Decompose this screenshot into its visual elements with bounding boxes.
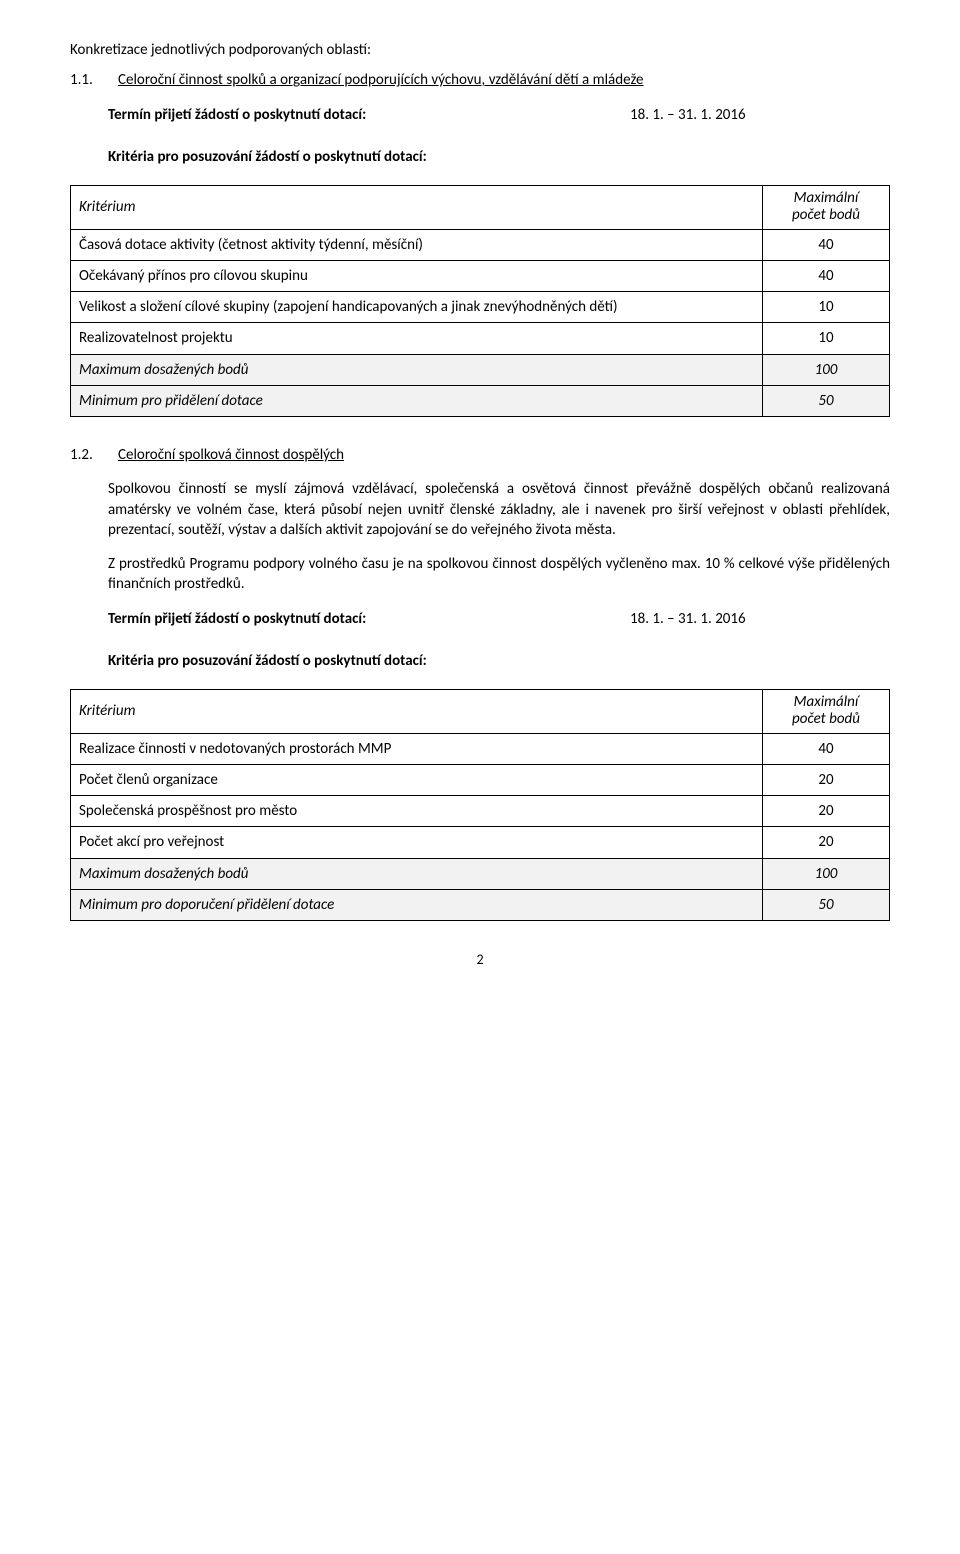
table-row: Časová dotace aktivity (četnost aktivity… <box>71 229 890 260</box>
criterion-points: 10 <box>763 292 890 323</box>
criterion-points: 20 <box>763 827 890 858</box>
min-label: Minimum pro doporučení přidělení dotace <box>71 889 763 920</box>
max-label: Maximum dosažených bodů <box>71 858 763 889</box>
criterion-points: 40 <box>763 229 890 260</box>
criteria-header-2: Kritéria pro posuzování žádostí o poskyt… <box>108 651 890 671</box>
table-head-points: Maximální počet bodů <box>763 690 890 734</box>
criterion-label: Realizovatelnost projektu <box>71 323 763 354</box>
criterion-label: Velikost a složení cílové skupiny (zapoj… <box>71 292 763 323</box>
table-head-criterion: Kritérium <box>71 186 763 230</box>
table-min-row: Minimum pro přidělení dotace 50 <box>71 385 890 416</box>
section-1-1-heading: 1.1. Celoroční činnost spolků a organiza… <box>70 70 890 90</box>
term-dates: 18. 1. – 31. 1. 2016 <box>630 105 890 125</box>
criteria-table-1: Kritérium Maximální počet bodů Časová do… <box>70 185 890 417</box>
term-label: Termín přijetí žádostí o poskytnutí dota… <box>108 609 366 629</box>
table-max-row: Maximum dosažených bodů 100 <box>71 858 890 889</box>
head-right-line2: počet bodů <box>792 206 860 224</box>
section2-paragraph-1: Spolkovou činností se myslí zájmová vzdě… <box>108 479 890 540</box>
table-row: Počet členů organizace 20 <box>71 764 890 795</box>
head-right-line1: Maximální <box>794 189 859 207</box>
max-points: 100 <box>763 354 890 385</box>
max-label: Maximum dosažených bodů <box>71 354 763 385</box>
table-row: Realizovatelnost projektu 10 <box>71 323 890 354</box>
criterion-label: Realizace činnosti v nedotovaných prosto… <box>71 733 763 764</box>
table-row: Velikost a složení cílové skupiny (zapoj… <box>71 292 890 323</box>
min-points: 50 <box>763 385 890 416</box>
criterion-points: 20 <box>763 796 890 827</box>
section-number: 1.1. <box>70 70 118 90</box>
max-points: 100 <box>763 858 890 889</box>
table-min-row: Minimum pro doporučení přidělení dotace … <box>71 889 890 920</box>
head-right-line2: počet bodů <box>792 710 860 728</box>
document-page: Konkretizace jednotlivých podporovaných … <box>0 40 960 970</box>
table-row: Očekávaný přínos pro cílovou skupinu 40 <box>71 260 890 291</box>
criterion-points: 10 <box>763 323 890 354</box>
section-title: Celoroční spolková činnost dospělých <box>118 445 344 465</box>
min-points: 50 <box>763 889 890 920</box>
table-head-criterion: Kritérium <box>71 690 763 734</box>
table-max-row: Maximum dosažených bodů 100 <box>71 354 890 385</box>
criterion-label: Očekávaný přínos pro cílovou skupinu <box>71 260 763 291</box>
intro-line: Konkretizace jednotlivých podporovaných … <box>70 40 890 60</box>
criterion-label: Časová dotace aktivity (četnost aktivity… <box>71 229 763 260</box>
term-dates: 18. 1. – 31. 1. 2016 <box>630 609 890 629</box>
term-row-2: Termín přijetí žádostí o poskytnutí dota… <box>108 609 890 629</box>
table-row: Společenská prospěšnost pro město 20 <box>71 796 890 827</box>
section-1-2-heading: 1.2. Celoroční spolková činnost dospělýc… <box>70 445 890 465</box>
term-row-1: Termín přijetí žádostí o poskytnutí dota… <box>108 105 890 125</box>
criteria-table-2: Kritérium Maximální počet bodů Realizace… <box>70 689 890 921</box>
page-number: 2 <box>70 951 890 970</box>
section2-paragraph-2: Z prostředků Programu podpory volného ča… <box>108 554 890 595</box>
table-row: Počet akcí pro veřejnost 20 <box>71 827 890 858</box>
criterion-label: Společenská prospěšnost pro město <box>71 796 763 827</box>
criterion-points: 40 <box>763 260 890 291</box>
head-right-line1: Maximální <box>794 693 859 711</box>
criteria-header-1: Kritéria pro posuzování žádostí o poskyt… <box>108 147 890 167</box>
min-label: Minimum pro přidělení dotace <box>71 385 763 416</box>
criterion-label: Počet členů organizace <box>71 764 763 795</box>
section-title: Celoroční činnost spolků a organizací po… <box>118 70 644 90</box>
term-label: Termín přijetí žádostí o poskytnutí dota… <box>108 105 366 125</box>
table-head-points: Maximální počet bodů <box>763 186 890 230</box>
criterion-points: 40 <box>763 733 890 764</box>
table-row: Realizace činnosti v nedotovaných prosto… <box>71 733 890 764</box>
criterion-points: 20 <box>763 764 890 795</box>
section-number: 1.2. <box>70 445 118 465</box>
criterion-label: Počet akcí pro veřejnost <box>71 827 763 858</box>
